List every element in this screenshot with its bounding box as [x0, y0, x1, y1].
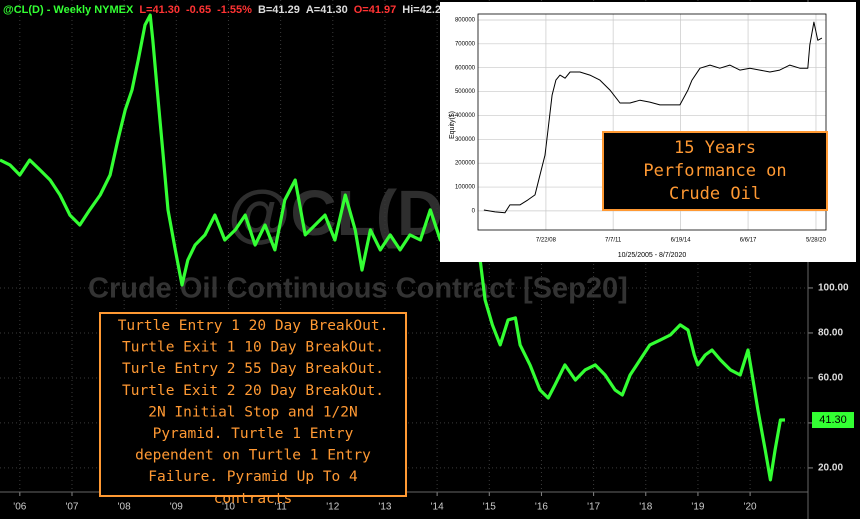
x-tick-label: '14 [431, 502, 444, 513]
strategy-text: contracts [214, 491, 293, 507]
strategy-text: Turtle Entry 1 20 Day BreakOut. [118, 318, 389, 334]
strategy-box [99, 312, 407, 497]
strategy-text: 2N Initial Stop and 1/2N [148, 404, 358, 420]
price-line [0, 13, 785, 482]
y-tick-label: 400000 [455, 113, 476, 119]
x-tick-label: 6/6/17 [740, 238, 757, 244]
x-tick-label: '06 [13, 502, 26, 513]
x-tick-label: 7/22/08 [536, 238, 557, 244]
x-tick-label: 6/19/14 [671, 238, 692, 244]
watermark: Crude Oil Continuous Contract [Sep20] [88, 273, 628, 305]
x-tick-label: 5/28/20 [806, 238, 827, 244]
x-tick-label: '07 [65, 502, 78, 513]
y-tick-label: 80.00 [818, 328, 843, 339]
x-tick-label: '12 [326, 502, 339, 513]
strategy-text: dependent on Turtle 1 Entry [135, 448, 371, 464]
x-tick-label: '20 [744, 502, 757, 513]
header-field: A=41.30 [306, 4, 348, 16]
inset-plot-border [477, 13, 827, 231]
y-tick-label: 60.00 [818, 373, 843, 384]
x-tick-label: '16 [535, 502, 548, 513]
last-value-label: 41.30 [819, 414, 847, 426]
y-tick-label: 500000 [455, 89, 476, 95]
watermark-symbol: @CL(D) [228, 177, 465, 249]
x-tick-label: '09 [170, 502, 183, 513]
x-axis-label: 10/25/2005 - 8/7/2020 [618, 252, 687, 259]
performance-text: 15 Years [674, 138, 756, 158]
header-field: O=41.97 [354, 4, 397, 16]
header-field: @CL(D) - Weekly NYMEX [3, 4, 134, 16]
strategy-text: Turtle Exit 1 10 Day BreakOut. [122, 340, 384, 356]
x-tick-label: '18 [639, 502, 652, 513]
y-axis-label: Equity($) [449, 111, 456, 139]
x-tick-label: '15 [483, 502, 496, 513]
strategy-text: Turle Entry 2 55 Day BreakOut. [122, 361, 384, 377]
y-tick-label: 300000 [455, 137, 476, 143]
y-tick-label: 20.00 [818, 463, 843, 474]
x-tick-label: '19 [691, 502, 704, 513]
last-value-box [812, 412, 854, 429]
header-field: Hi=42.22 [402, 4, 447, 16]
performance-text: Performance on [643, 161, 786, 181]
x-tick-label: '17 [587, 502, 600, 513]
y-tick-label: 100000 [455, 185, 476, 191]
strategy-text: Pyramid. Turtle 1 Entry [153, 426, 354, 442]
y-tick-label: 600000 [455, 65, 476, 71]
header-field: -1.55% [217, 4, 252, 16]
y-tick-label: 200000 [455, 161, 476, 167]
performance-box [602, 131, 828, 211]
y-tick-label: 0 [472, 208, 476, 214]
strategy-text: Turtle Exit 2 20 Day BreakOut. [122, 383, 384, 399]
y-tick-label: 700000 [455, 41, 476, 47]
x-tick-label: '11 [274, 502, 287, 513]
header-field: B=41.29 [258, 4, 300, 16]
header-field: L=41.30 [139, 4, 180, 16]
strategy-text: Failure. Pyramid Up To 4 [148, 469, 358, 485]
performance-text: Crude Oil [669, 184, 761, 204]
x-tick-label: '10 [222, 502, 235, 513]
x-tick-label: 7/7/11 [605, 238, 622, 244]
price-line [483, 21, 823, 214]
y-tick-label: 800000 [455, 18, 476, 24]
header: @CL(D) - Weekly NYMEX L=41.30 -0.65 -1.55% B… [3, 4, 447, 16]
x-tick-label: '13 [378, 502, 391, 513]
x-tick-label: '08 [118, 502, 131, 513]
y-tick-label: 100.00 [818, 283, 849, 294]
header-field: -0.65 [186, 4, 211, 16]
